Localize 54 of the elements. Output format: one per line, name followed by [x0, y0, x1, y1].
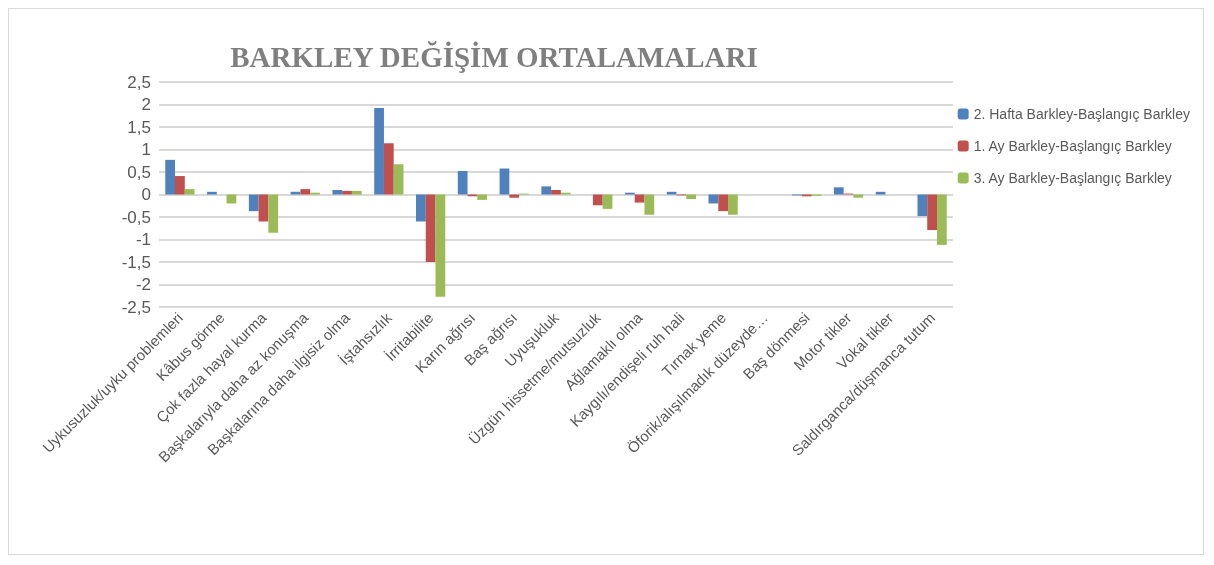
- y-tick-label: 0,5: [127, 162, 151, 182]
- bar: [936, 194, 947, 245]
- bar: [416, 194, 426, 222]
- bar: [853, 194, 864, 198]
- bar: [602, 194, 613, 209]
- bar: [226, 194, 237, 204]
- legend-label: 2. Hafta Barkley-Başlangıç Barkley: [973, 106, 1191, 122]
- bar: [917, 194, 928, 217]
- bar: [342, 190, 352, 195]
- bar: [833, 187, 844, 195]
- bar: [718, 194, 729, 212]
- bar: [644, 194, 655, 215]
- bar: [499, 168, 510, 195]
- bar: [425, 194, 436, 262]
- bar: [207, 191, 217, 195]
- bar: [728, 194, 738, 215]
- bar: [175, 176, 185, 195]
- bar: [551, 190, 561, 195]
- bar: [332, 190, 343, 195]
- y-tick-label: -2: [135, 275, 151, 294]
- bar: [383, 143, 394, 195]
- y-tick-label: 1: [141, 140, 151, 159]
- y-tick-label: -0,5: [121, 207, 151, 227]
- bar: [686, 194, 696, 199]
- y-tick-label: 2: [141, 95, 151, 114]
- bar: [435, 194, 446, 297]
- bar: [634, 194, 645, 203]
- bar: [258, 194, 269, 222]
- bar: [477, 194, 488, 200]
- y-tick-label: -1,5: [121, 252, 151, 272]
- y-tick-label: -1: [135, 230, 151, 249]
- y-tick-label: 1,5: [127, 117, 151, 137]
- bar: [875, 191, 886, 195]
- bar: [184, 189, 195, 195]
- bar: [393, 164, 404, 195]
- y-tick-label: 2,5: [127, 72, 151, 92]
- bar: [248, 194, 259, 212]
- bar: [927, 194, 937, 231]
- bar: [165, 159, 176, 195]
- bar: [457, 171, 468, 195]
- chart-title: BARKLEY DEĞİŞİM ORTALAMALARI: [230, 40, 758, 73]
- legend-label: 1. Ay Barkley-Başlangıç Barkley: [973, 138, 1172, 154]
- bar: [268, 194, 279, 233]
- y-tick-label: 0: [141, 185, 151, 204]
- bar: [300, 189, 311, 195]
- bar: [708, 194, 719, 204]
- bar: [290, 191, 301, 195]
- bar: [351, 190, 362, 195]
- legend-label: 3. Ay Barkley-Başlangıç Barkley: [973, 170, 1172, 186]
- bar: [374, 108, 384, 195]
- bar: [509, 194, 520, 198]
- bar: [541, 186, 552, 195]
- bar: [592, 194, 603, 206]
- bar: [666, 191, 677, 195]
